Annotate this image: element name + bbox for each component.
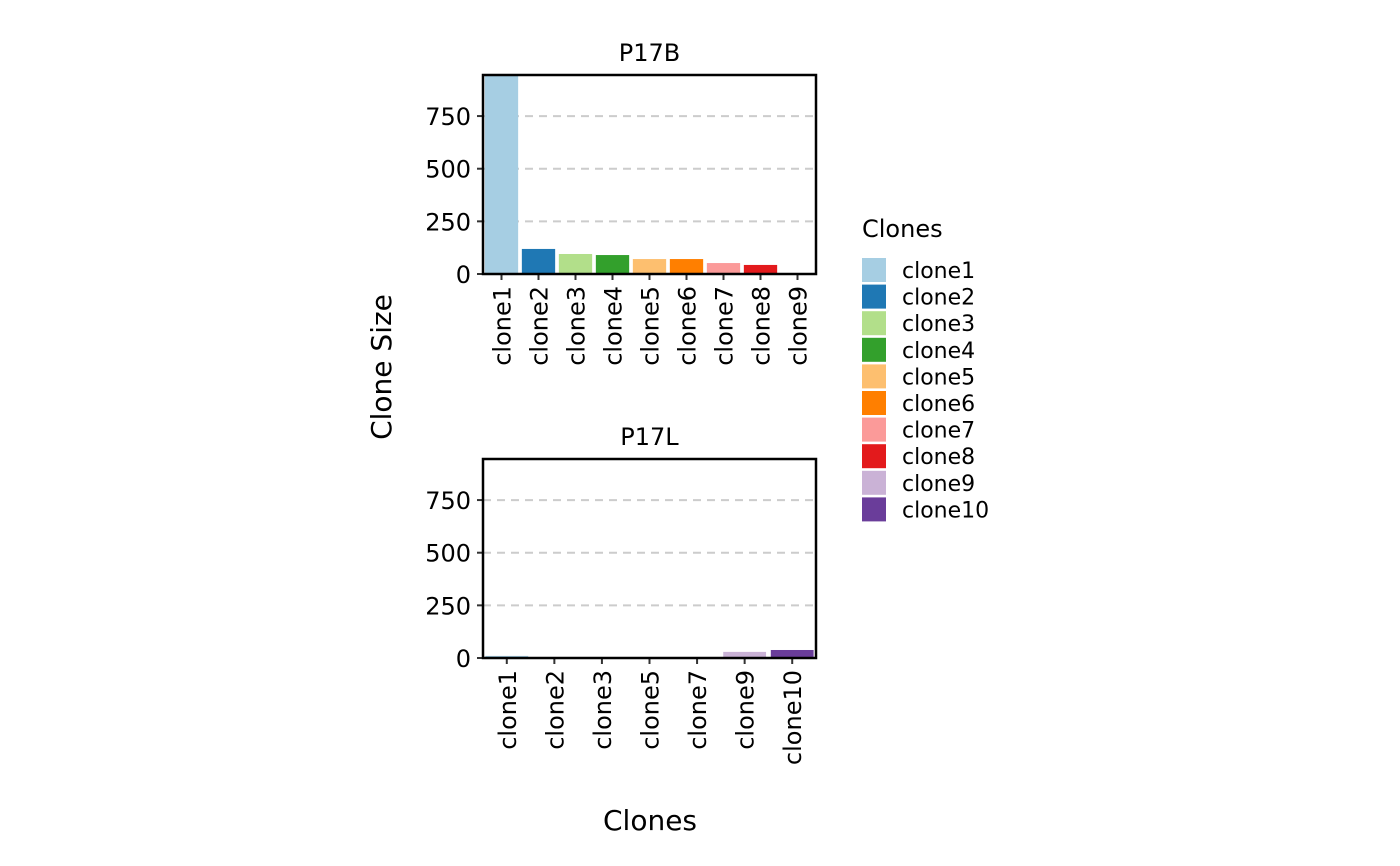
legend-label: clone5: [902, 365, 975, 390]
y-tick-label: 750: [425, 487, 471, 515]
bar-clone6: [669, 259, 704, 274]
legend-label: clone1: [902, 259, 975, 284]
legend-key-clone6: [862, 391, 886, 415]
x-tick-label: clone7: [711, 286, 739, 366]
bar-clone3: [558, 253, 593, 274]
legend-label: clone4: [902, 339, 975, 364]
legend-key-clone7: [862, 417, 886, 442]
legend-key-clone2: [862, 284, 886, 309]
panel-title: P17B: [619, 39, 680, 67]
legend-label: clone3: [902, 312, 975, 337]
x-tick-label: clone8: [748, 286, 776, 366]
bar-clone1: [484, 75, 519, 274]
legend-key-clone8: [862, 444, 886, 469]
y-tick-label: 750: [425, 103, 471, 131]
legend-label: clone8: [902, 445, 975, 470]
legend-label: clone9: [902, 472, 975, 497]
bar-clone7: [706, 263, 741, 274]
x-tick-label: clone2: [526, 286, 554, 366]
legend-key-clone1: [862, 258, 886, 282]
x-tick-label: clone5: [637, 670, 665, 750]
bar-clone4: [595, 255, 630, 274]
x-tick-label: clone7: [684, 670, 712, 750]
x-tick-label: clone3: [589, 670, 617, 750]
bar-clone8: [743, 264, 778, 274]
x-tick-label: clone2: [541, 670, 569, 750]
x-tick-label: clone6: [674, 286, 702, 366]
legend-key-clone5: [862, 364, 886, 389]
legend-key-clone4: [862, 337, 886, 362]
x-tick-label: clone10: [779, 670, 807, 765]
panel-title: P17L: [620, 423, 679, 451]
legend-label: clone10: [902, 498, 989, 523]
y-tick-label: 250: [425, 592, 471, 620]
y-tick-label: 500: [425, 156, 471, 184]
legend-key-clone3: [862, 311, 886, 336]
y-tick-label: 250: [425, 208, 471, 236]
bar-clone9: [723, 651, 767, 658]
x-tick-label: clone4: [600, 286, 628, 366]
legend-key-clone10: [862, 497, 886, 522]
bar-clone10: [770, 649, 814, 658]
y-tick-label: 500: [425, 540, 471, 568]
legend-label: clone6: [902, 392, 975, 417]
x-tick-label: clone3: [563, 286, 591, 366]
bar-clone5: [632, 259, 667, 274]
legend-title: Clones: [862, 215, 943, 243]
bar-clone2: [521, 248, 556, 274]
legend-key-clone9: [862, 470, 886, 495]
x-tick-label: clone9: [732, 670, 760, 750]
panel-border: [481, 457, 818, 660]
x-axis-label: Clones: [603, 804, 697, 837]
y-tick-label: 0: [456, 645, 471, 673]
legend-label: clone2: [902, 286, 975, 311]
x-tick-label: clone5: [637, 286, 665, 366]
x-tick-label: clone9: [785, 286, 813, 366]
y-axis-label: Clone Size: [365, 294, 398, 440]
legend-label: clone7: [902, 419, 975, 444]
y-tick-label: 0: [456, 261, 471, 289]
x-tick-label: clone1: [489, 286, 517, 366]
panel-border: [481, 73, 818, 276]
x-tick-label: clone1: [494, 670, 522, 750]
